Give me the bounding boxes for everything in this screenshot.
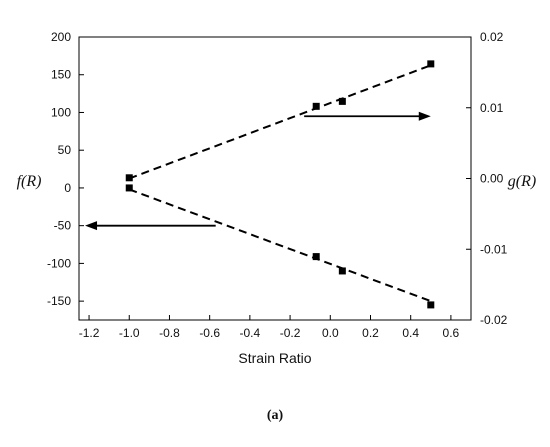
x-tick-label: -1.0 xyxy=(119,326,140,340)
left-y-tick-label: 100 xyxy=(51,105,71,119)
left-y-tick-label: 50 xyxy=(58,143,72,157)
data-point xyxy=(125,174,133,182)
x-axis-ticks: -1.2 -1.0 -0.8 -0.6 -0.4 -0.2 0.0 0.2 0.4 0.6 xyxy=(79,315,460,340)
data-point xyxy=(427,301,435,309)
right-y-axis-title: g(R) xyxy=(508,173,536,190)
right-y-tick-label: -0.02 xyxy=(480,313,508,327)
plot-border xyxy=(78,36,472,321)
plot-frame xyxy=(78,36,472,321)
data-point xyxy=(125,184,133,192)
arrow-head xyxy=(85,221,98,231)
left-y-axis-title: f(R) xyxy=(17,173,42,190)
right-y-tick-label: -0.01 xyxy=(480,242,508,256)
x-axis-title: Strain Ratio xyxy=(238,350,311,366)
fit-lines xyxy=(128,64,432,303)
right-y-tick-label: 0.01 xyxy=(480,101,504,115)
left-y-tick-label: 0 xyxy=(64,181,71,195)
left-y-tick-label: -150 xyxy=(47,294,71,308)
fit-line-2 xyxy=(128,188,432,303)
x-tick-label: -0.2 xyxy=(280,326,301,340)
x-tick-label: -0.4 xyxy=(240,326,261,340)
right-y-tick-label: 0.02 xyxy=(480,30,504,44)
data-point xyxy=(312,253,320,261)
right-y-tick-label: 0.00 xyxy=(480,172,504,186)
data-point xyxy=(338,97,346,105)
left-y-tick-label: 150 xyxy=(51,68,71,82)
x-tick-label: -0.8 xyxy=(159,326,180,340)
left-y-tick-label: -50 xyxy=(54,219,72,233)
data-point xyxy=(338,267,346,275)
x-tick-label: 0.4 xyxy=(402,326,419,340)
x-tick-label: 0.0 xyxy=(322,326,339,340)
right-y-axis-ticks: 0.02 0.01 0.00 -0.01 -0.02 xyxy=(466,30,508,327)
x-tick-label: 0.2 xyxy=(362,326,379,340)
x-tick-label: -0.6 xyxy=(199,326,220,340)
x-tick-label: -1.2 xyxy=(79,326,100,340)
data-point xyxy=(312,102,320,110)
data-point xyxy=(427,60,435,68)
figure-caption: (a) xyxy=(267,408,284,423)
data-points xyxy=(125,60,435,309)
left-y-axis-ticks: 200 150 100 50 0 -50 -100 -150 xyxy=(47,30,84,308)
left-y-tick-label: -100 xyxy=(47,256,71,270)
arrow-head xyxy=(418,111,431,121)
x-tick-label: 0.6 xyxy=(443,326,460,340)
left-y-tick-label: 200 xyxy=(51,30,71,44)
arrows xyxy=(85,111,431,231)
fit-line-1 xyxy=(128,64,432,180)
